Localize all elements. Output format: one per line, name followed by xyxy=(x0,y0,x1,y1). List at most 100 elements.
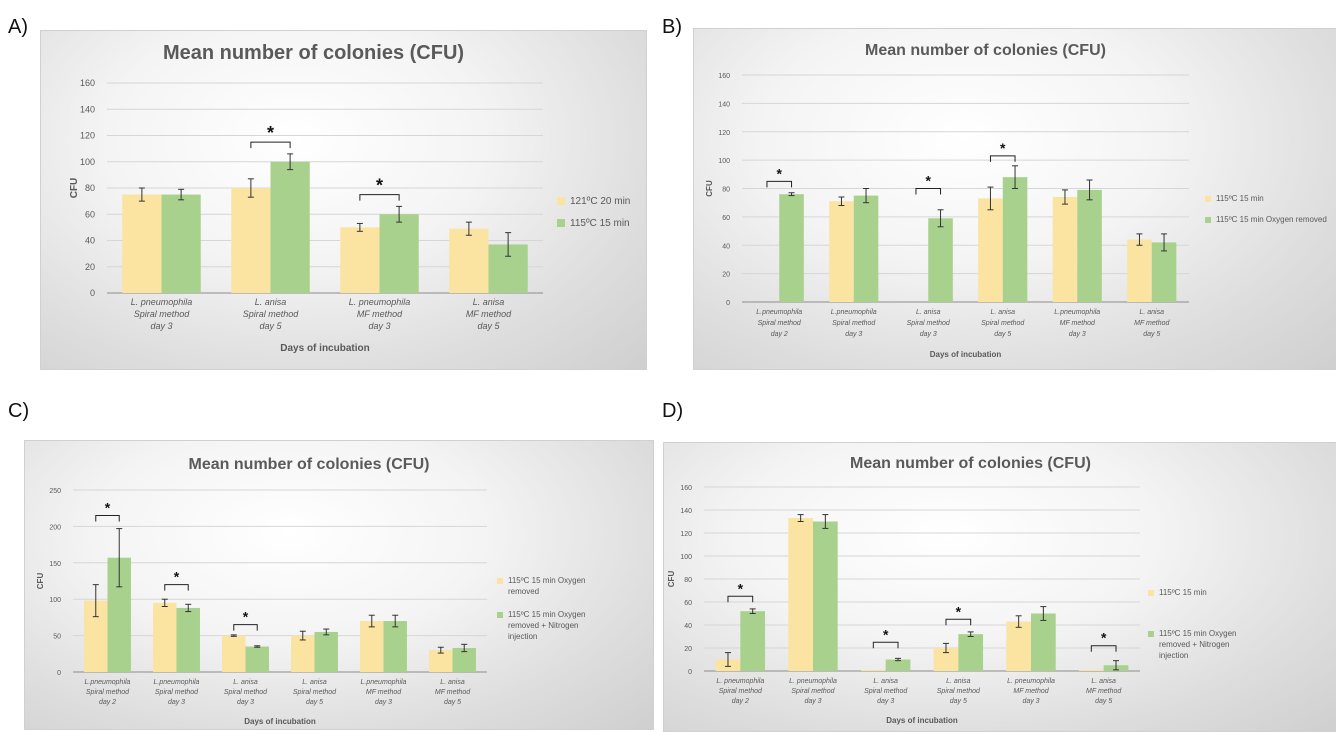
bar-series2 xyxy=(958,634,984,671)
y-tick-label: 160 xyxy=(80,78,95,88)
bar-series2 xyxy=(1077,189,1102,302)
y-tick-label: 50 xyxy=(53,634,61,641)
x-tick-label: day 3 xyxy=(368,321,390,331)
significance-star: * xyxy=(267,123,274,143)
x-tick-label: Spiral method xyxy=(791,688,835,695)
x-tick-label: L. anisa xyxy=(440,679,465,686)
legend-swatch xyxy=(557,219,565,227)
legend-label: removed + Nitrogen xyxy=(508,621,578,630)
y-tick-label: 140 xyxy=(718,101,730,108)
x-tick-label: Spiral method xyxy=(86,689,130,696)
significance-star: * xyxy=(956,603,962,619)
bar-series1 xyxy=(1052,197,1078,302)
y-tick-label: 20 xyxy=(722,272,730,279)
x-tick-label: L. anisa xyxy=(1139,309,1164,316)
chart-d-svg: Mean number of colonies (CFU) 0 20 40 60 80 10… xyxy=(667,455,1236,725)
bar-series2 xyxy=(383,621,407,672)
y-axis-label: CFU xyxy=(36,573,45,590)
bar-series1 xyxy=(222,635,246,672)
significance-star: * xyxy=(105,499,111,515)
x-tick-label: Spiral method xyxy=(758,320,802,327)
significance-bracket xyxy=(95,514,120,522)
x-tick-label: L. pneumophila xyxy=(131,297,193,307)
x-tick-label: day 3 xyxy=(920,331,937,338)
x-tick-label: Spiral method xyxy=(293,689,337,696)
bar-series1 xyxy=(1078,669,1104,671)
y-axis-label: CFU xyxy=(667,571,676,588)
x-tick-label: L. anisa xyxy=(233,679,258,686)
panel-label-a: A) xyxy=(8,16,28,38)
y-tick-label: 0 xyxy=(726,300,730,307)
bar-series2 xyxy=(813,521,838,671)
bar-series2 xyxy=(314,631,338,672)
significance-star: * xyxy=(926,173,932,189)
y-axis-label: CFU xyxy=(69,178,80,199)
x-tick-label: MF method xyxy=(1013,688,1049,695)
bar-series2 xyxy=(161,194,201,293)
x-tick-label: day 5 xyxy=(477,321,500,331)
x-tick-label: day 3 xyxy=(1022,698,1039,705)
bar-series1 xyxy=(978,198,1003,302)
x-tick-label: L. pneumophila xyxy=(716,678,764,685)
x-tick-label: day 2 xyxy=(732,698,749,705)
significance-bracket xyxy=(872,641,899,649)
chart-d: Mean number of colonies (CFU) 0 20 40 60 80 10… xyxy=(663,442,1336,732)
bar-series2 xyxy=(1151,242,1177,302)
bar-series1 xyxy=(829,201,854,302)
x-tick-label: day 2 xyxy=(771,331,788,338)
legend-label: 115ºC 15 min Oxygen xyxy=(508,610,585,619)
x-tick-label: L.pneumophila xyxy=(361,679,407,686)
y-tick-label: 120 xyxy=(80,131,95,141)
y-tick-label: 60 xyxy=(722,215,730,222)
bar-series1 xyxy=(231,188,271,293)
chart-a: Mean number of colonies (CFU) 0 20 40 60 80 10… xyxy=(40,30,647,370)
x-tick-label: Spiral method xyxy=(243,309,300,319)
legend-swatch xyxy=(557,197,565,205)
x-tick-label: day 5 xyxy=(1095,698,1112,705)
x-tick-label: Spiral method xyxy=(224,689,268,696)
x-tick-label: L. pneumophila xyxy=(789,678,837,685)
y-tick-label: 20 xyxy=(85,262,95,272)
bar-series1 xyxy=(429,650,453,672)
significance-star: * xyxy=(174,569,180,585)
y-tick-label: 80 xyxy=(722,187,730,194)
x-tick-label: MF method xyxy=(1060,320,1096,327)
legend-label: 115ºC 15 min xyxy=(570,218,630,229)
x-tick-label: L. anisa xyxy=(302,679,327,686)
significance-bracket xyxy=(1090,645,1117,652)
bar-series2 xyxy=(1031,613,1056,671)
x-tick-label: day 2 xyxy=(99,699,116,706)
x-tick-label: day 5 xyxy=(259,321,282,331)
x-tick-label: MF method xyxy=(1086,688,1122,695)
y-tick-label: 80 xyxy=(684,577,692,584)
legend-swatch xyxy=(1205,196,1211,202)
x-tick-label: Spiral method xyxy=(832,320,876,327)
bar-series1 xyxy=(122,194,162,293)
panel-label-b: B) xyxy=(662,16,682,38)
significance-bracket xyxy=(250,141,291,149)
significance-bracket xyxy=(359,194,400,201)
x-tick-label: L.pneumophila xyxy=(85,679,131,686)
bar-series2 xyxy=(928,218,953,302)
bar-series1 xyxy=(153,602,177,672)
x-tick-label: L. pneumophila xyxy=(349,297,411,307)
y-tick-label: 140 xyxy=(680,508,692,515)
legend-swatch xyxy=(1205,217,1211,223)
y-tick-label: 40 xyxy=(684,623,692,630)
bar-series1 xyxy=(933,648,959,671)
x-tick-label: day 3 xyxy=(150,321,172,331)
bar-series1 xyxy=(449,228,489,293)
bar-series1 xyxy=(1006,621,1031,671)
significance-star: * xyxy=(376,176,383,196)
y-tick-label: 100 xyxy=(49,597,61,604)
bar-series2 xyxy=(107,557,131,672)
panel-label-d: D) xyxy=(662,400,684,422)
x-tick-label: day 5 xyxy=(994,331,1011,338)
y-tick-label: 250 xyxy=(49,488,61,495)
legend-label: 115ºC 15 min Oxygen xyxy=(1159,629,1236,638)
legend-swatch xyxy=(1148,590,1154,596)
x-tick-label: L. anisa xyxy=(990,309,1015,316)
bar-series1 xyxy=(788,518,813,671)
significance-star: * xyxy=(1101,630,1107,646)
chart-title: Mean number of colonies (CFU) xyxy=(189,456,430,473)
